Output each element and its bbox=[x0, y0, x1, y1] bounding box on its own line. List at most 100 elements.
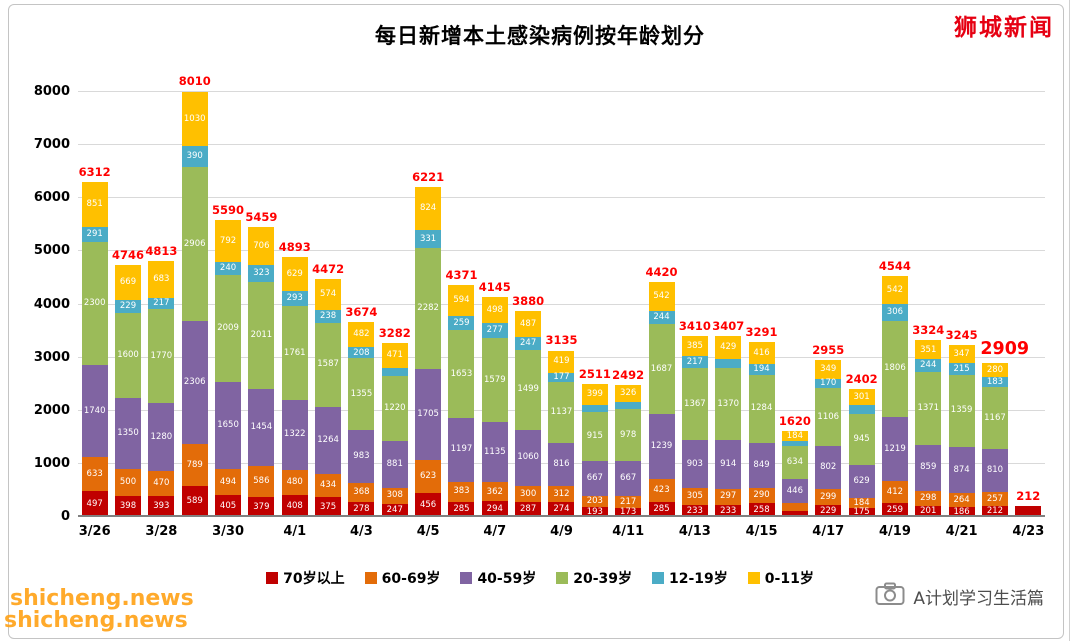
bar-total-label: 4893 bbox=[278, 240, 311, 255]
bar-stack: 1030 390 2906 2306 789 589 bbox=[181, 91, 208, 517]
segment-0-11岁: 301 bbox=[848, 389, 875, 406]
segment-value-label: 208 bbox=[353, 347, 370, 358]
bar-total-label: 2909 bbox=[980, 339, 1030, 360]
y-tick-label: 4000 bbox=[33, 296, 70, 312]
bar-total-label: 8010 bbox=[178, 74, 211, 89]
segment-value-label: 1579 bbox=[483, 374, 506, 385]
segment-70岁以上: 247 bbox=[381, 503, 408, 517]
window-edge-line bbox=[1069, 0, 1070, 641]
bar-column-4/12: 4420 542 244 1687 1239 423 285 bbox=[645, 92, 678, 517]
bar-column-4/14: 3407 429 1370 914 297 233 bbox=[712, 92, 745, 517]
bar-stack: 416 194 1284 849 290 258 bbox=[748, 342, 775, 517]
x-axis: 3/26 3/28 3/30 4/1 4/3 4/5 4/7 4/9 4/11 4/13 4/15 4… bbox=[78, 524, 1045, 544]
segment-value-label: 903 bbox=[686, 459, 703, 470]
segment-value-label: 914 bbox=[720, 459, 737, 470]
gridline bbox=[78, 250, 1045, 252]
bar-column-4/4: 3282 471 1220 881 308 247 bbox=[378, 92, 411, 517]
segment-40-59岁: 1280 bbox=[148, 403, 175, 472]
segment-value-label: 390 bbox=[186, 151, 203, 162]
segment-70岁以上: 173 bbox=[615, 507, 642, 517]
bar-total-label: 4371 bbox=[445, 267, 478, 282]
segment-value-label: 347 bbox=[953, 348, 970, 359]
segment-value-label: 802 bbox=[820, 462, 837, 473]
bar-total-label: 4746 bbox=[112, 247, 145, 262]
watermark-text: shicheng.news bbox=[10, 586, 194, 611]
segment-60-69岁: 586 bbox=[248, 465, 275, 497]
segment-40-59岁: 667 bbox=[581, 460, 608, 496]
segment-value-label: 408 bbox=[286, 500, 303, 511]
bar-stack: 574 238 1587 1264 434 375 bbox=[315, 279, 342, 517]
segment-40-59岁: 849 bbox=[748, 442, 775, 488]
segment-70岁以上: 229 bbox=[815, 504, 842, 517]
segment-value-label: 456 bbox=[419, 499, 437, 510]
segment-12-19岁: 244 bbox=[648, 311, 675, 324]
bar-stack: 542 244 1687 1239 423 285 bbox=[648, 282, 675, 517]
x-tick-label: 3/28 bbox=[145, 524, 178, 539]
segment-value-label: 297 bbox=[720, 491, 737, 502]
segment-value-label: 257 bbox=[986, 493, 1004, 504]
segment-60-69岁: 500 bbox=[115, 469, 142, 496]
segment-60-69岁: 257 bbox=[981, 492, 1008, 506]
segment-0-11岁: 683 bbox=[148, 261, 175, 298]
segment-value-label: 258 bbox=[753, 504, 770, 515]
segment-12-19岁: 194 bbox=[748, 364, 775, 375]
segment-value-label: 629 bbox=[286, 268, 303, 279]
bar-total-label: 3674 bbox=[345, 304, 378, 319]
legend-label: 0-11岁 bbox=[764, 571, 814, 587]
segment-40-59岁: 881 bbox=[381, 440, 408, 488]
bar-total-label: 2955 bbox=[812, 343, 845, 358]
segment-20-39岁: 1355 bbox=[348, 358, 375, 431]
bar-total-label: 3245 bbox=[945, 327, 978, 342]
segment-12-19岁: 306 bbox=[881, 304, 908, 321]
segment-40-59岁: 810 bbox=[981, 449, 1008, 493]
segment-value-label: 824 bbox=[419, 203, 437, 214]
segment-12-19岁: 323 bbox=[248, 264, 275, 282]
segment-value-label: 399 bbox=[586, 388, 603, 399]
segment-value-label: 1761 bbox=[283, 347, 306, 358]
segment-60-69岁: 383 bbox=[448, 481, 475, 502]
segment-value-label: 945 bbox=[853, 434, 870, 445]
bar-column-4/22: 2909 280 183 1167 810 257 212 bbox=[978, 92, 1029, 517]
segment-value-label: 497 bbox=[86, 498, 103, 509]
segment-value-label: 2906 bbox=[183, 238, 206, 249]
segment-value-label: 589 bbox=[186, 496, 203, 507]
bar-stack: 349 170 1106 802 299 229 bbox=[815, 360, 842, 517]
segment-value-label: 184 bbox=[786, 430, 803, 441]
gridline bbox=[78, 144, 1045, 146]
segment-60-69岁: 368 bbox=[348, 482, 375, 503]
segment-value-label: 633 bbox=[86, 468, 103, 479]
segment-value-label: 233 bbox=[686, 505, 703, 516]
segment-value-label: 623 bbox=[419, 470, 437, 481]
segment-value-label: 810 bbox=[986, 465, 1004, 476]
bar-column-4/20: 3324 351 244 1371 859 298 201 bbox=[912, 92, 945, 517]
bar-total-label: 2402 bbox=[845, 372, 878, 387]
segment-value-label: 259 bbox=[886, 504, 904, 515]
segment-20-39岁: 1106 bbox=[815, 387, 842, 447]
bar-column-4/10: 2511 399 915 667 203 193 bbox=[578, 92, 611, 517]
segment-12-19岁 bbox=[381, 367, 408, 376]
segment-value-label: 434 bbox=[319, 480, 337, 491]
segment-value-label: 1280 bbox=[150, 431, 173, 442]
brand-logo: 狮城新闻 bbox=[954, 15, 1054, 41]
y-tick-label: 1000 bbox=[33, 455, 70, 471]
segment-20-39岁: 1167 bbox=[981, 387, 1008, 450]
segment-value-label: 2282 bbox=[417, 303, 439, 314]
segment-value-label: 177 bbox=[553, 372, 570, 383]
segment-40-59岁: 1060 bbox=[515, 429, 542, 486]
segment-value-label: 423 bbox=[653, 485, 670, 496]
bar-total-label: 4544 bbox=[878, 258, 911, 273]
segment-70岁以上: 375 bbox=[315, 497, 342, 517]
segment-value-label: 1106 bbox=[817, 411, 840, 422]
segment-value-label: 193 bbox=[586, 506, 603, 517]
bar-total-label: 3282 bbox=[378, 325, 411, 340]
segment-value-label: 1220 bbox=[383, 403, 406, 414]
segment-0-11岁: 326 bbox=[615, 384, 642, 402]
segment-value-label: 1197 bbox=[450, 444, 473, 455]
segment-value-label: 217 bbox=[686, 356, 703, 367]
gridline bbox=[78, 303, 1045, 305]
segment-value-label: 1740 bbox=[83, 405, 106, 416]
segment-40-59岁: 1264 bbox=[315, 406, 342, 475]
x-tick-label: 3/26 bbox=[78, 524, 111, 539]
